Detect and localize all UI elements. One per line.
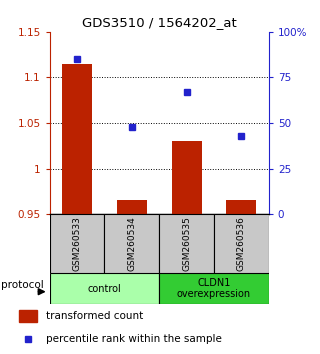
Text: control: control xyxy=(88,284,121,293)
Bar xyxy=(117,200,147,214)
Text: GSM260533: GSM260533 xyxy=(73,216,82,271)
Bar xyxy=(50,273,159,304)
Bar xyxy=(62,64,92,214)
Bar xyxy=(19,310,37,322)
Bar xyxy=(226,200,256,214)
Text: GSM260535: GSM260535 xyxy=(182,216,191,271)
Text: protocol: protocol xyxy=(1,280,44,290)
Text: GSM260534: GSM260534 xyxy=(127,216,136,271)
Text: transformed count: transformed count xyxy=(46,311,144,321)
Text: GSM260536: GSM260536 xyxy=(237,216,246,271)
Bar xyxy=(50,214,104,273)
Text: percentile rank within the sample: percentile rank within the sample xyxy=(46,334,222,344)
Bar xyxy=(104,214,159,273)
Title: GDS3510 / 1564202_at: GDS3510 / 1564202_at xyxy=(82,16,236,29)
Text: CLDN1
overexpression: CLDN1 overexpression xyxy=(177,278,251,299)
Bar xyxy=(159,273,269,304)
Bar xyxy=(214,214,269,273)
Bar xyxy=(159,214,214,273)
Bar xyxy=(172,141,202,214)
